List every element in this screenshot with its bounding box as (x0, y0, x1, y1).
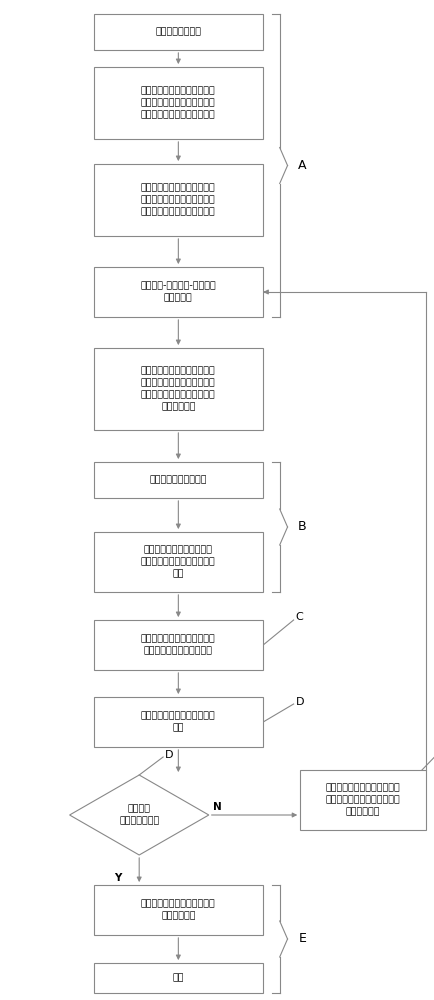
Text: N: N (213, 802, 221, 812)
FancyBboxPatch shape (299, 770, 425, 830)
FancyBboxPatch shape (93, 963, 263, 993)
FancyBboxPatch shape (93, 462, 263, 498)
FancyBboxPatch shape (93, 164, 263, 236)
Text: 结束: 结束 (172, 974, 184, 982)
FancyBboxPatch shape (93, 14, 263, 50)
Text: 输入潮汐周期与最大潮位差两
个参数并确认，调用相应数据
库，生成一组电动阀门开度指
令的时间序列: 输入潮汐周期与最大潮位差两 个参数并确认，调用相应数据 库，生成一组电动阀门开度… (141, 366, 215, 412)
Text: 设置出水变频器频率，并调节
出水电动阀门开度，测得不同
开度下单位时间内水位变化量: 设置出水变频器频率，并调节 出水电动阀门开度，测得不同 开度下单位时间内水位变化… (141, 183, 215, 217)
Text: B: B (297, 520, 306, 533)
Text: 保存现数据库为该潮汐参数下
的理想数据库: 保存现数据库为该潮汐参数下 的理想数据库 (141, 899, 215, 921)
FancyBboxPatch shape (93, 532, 263, 592)
Text: 水位仪将检测的实际水位反馈
至人机操作部件显示并保存: 水位仪将检测的实际水位反馈 至人机操作部件显示并保存 (141, 634, 215, 656)
Text: D: D (295, 697, 304, 707)
Text: 使能潮汐模拟启动功能: 使能潮汐模拟启动功能 (149, 476, 207, 485)
Text: D: D (164, 750, 173, 760)
FancyBboxPatch shape (93, 67, 263, 139)
Polygon shape (69, 775, 208, 855)
Text: E: E (298, 932, 306, 946)
Text: 执行手动调试功能: 执行手动调试功能 (155, 27, 201, 36)
FancyBboxPatch shape (93, 620, 263, 670)
Text: 发送阀门开度指令至电动阀
门，完成一个的周期潮汐模拟
过程: 发送阀门开度指令至电动阀 门，完成一个的周期潮汐模拟 过程 (141, 545, 215, 579)
Text: 在误差出现的时间段，根据误
差大小进行适当修正，保存并
替换原数据库: 在误差出现的时间段，根据误 差大小进行适当修正，保存并 替换原数据库 (325, 783, 400, 817)
Text: 设置进水变频器频率，并调节
进水电动阀门开度，测得不同
开度下单位时间内水位变化量: 设置进水变频器频率，并调节 进水电动阀门开度，测得不同 开度下单位时间内水位变化… (141, 86, 215, 120)
Text: A: A (297, 159, 306, 172)
Text: Y: Y (114, 873, 121, 883)
FancyBboxPatch shape (93, 697, 263, 747)
FancyBboxPatch shape (93, 348, 263, 430)
Text: C: C (295, 612, 303, 622)
FancyBboxPatch shape (93, 267, 263, 317)
Text: 误差是否
在允许范围内？: 误差是否 在允许范围内？ (119, 804, 159, 826)
FancyBboxPatch shape (93, 885, 263, 935)
Text: 获得频率-阀门开度-水位变化
关系数据库: 获得频率-阀门开度-水位变化 关系数据库 (140, 281, 216, 303)
Text: 比较实际水位曲线与给定曲线
误差: 比较实际水位曲线与给定曲线 误差 (141, 711, 215, 733)
